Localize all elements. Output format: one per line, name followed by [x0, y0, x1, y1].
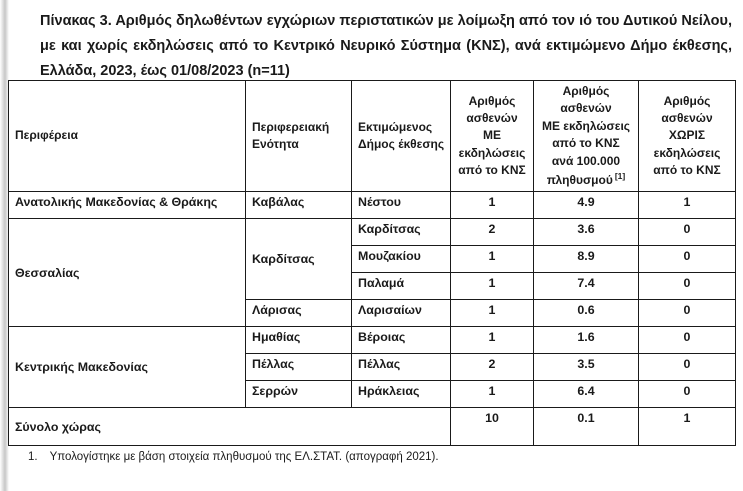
with-cns-cell: 1 — [450, 245, 534, 274]
with-cns-cell: 1 — [450, 326, 534, 355]
with-cns-cell: 1 — [450, 191, 534, 220]
municipality-cell: Παλαμά — [351, 272, 451, 301]
regional-unit-cell: Σερρών — [245, 380, 352, 409]
with-cns-cell: 1 — [450, 272, 534, 301]
with-cns-cell: 1 — [450, 380, 534, 409]
total-per-100k-cell: 0.1 — [533, 407, 639, 447]
without-cns-cell: 0 — [638, 218, 736, 247]
footnote-ref-superscript: [1] — [614, 170, 626, 181]
without-cns-cell: 0 — [638, 326, 736, 355]
col-header-municipality: Εκτιμώμενος Δήμος έκθεσης — [351, 79, 451, 193]
per-100k-cell: 4.9 — [533, 191, 639, 220]
header-row: Περιφέρεια Περιφερειακή Ενότητα Εκτιμώμε… — [8, 79, 736, 193]
regional-unit-cell: Πέλλας — [245, 353, 352, 382]
regional-unit-cell: Καβάλας — [245, 191, 352, 220]
per-100k-cell: 8.9 — [533, 245, 639, 274]
table-row: Λάρισας Λαρισαίων 1 0.6 0 — [9, 299, 736, 328]
municipality-cell: Λαρισαίων — [351, 299, 451, 328]
footnote-marker: 1. — [28, 451, 38, 463]
municipality-cell: Νέστου — [351, 191, 451, 220]
per-100k-cell: 0.6 — [533, 299, 639, 328]
municipality-cell: Καρδίτσας — [351, 218, 451, 247]
per-100k-header-text: Αριθμός ασθενών ΜΕ εκδηλώσεις από το ΚΝΣ… — [541, 84, 631, 187]
without-cns-cell: 0 — [638, 353, 736, 382]
table-row: Παλαμά 1 7.4 0 — [9, 272, 736, 301]
table-row: Πέλλας Πέλλας 2 3.5 0 — [9, 353, 736, 382]
municipality-cell: Βέροιας — [351, 326, 451, 355]
per-100k-cell: 7.4 — [533, 272, 639, 301]
col-header-with-cns-per-100k: Αριθμός ασθενών ΜΕ εκδηλώσεις από το ΚΝΣ… — [533, 79, 639, 193]
col-header-regional-unit: Περιφερειακή Ενότητα — [245, 79, 352, 193]
with-cns-cell: 2 — [450, 218, 534, 247]
table-row: Κεντρικής Μακεδονίας Ημαθίας Βέροιας 1 1… — [8, 326, 736, 409]
without-cns-cell: 0 — [638, 380, 736, 409]
table-row: Ανατολικής Μακεδονίας & Θράκης Καβάλας Ν… — [8, 191, 736, 220]
per-100k-cell: 1.6 — [533, 326, 639, 355]
total-with-cns-cell: 10 — [450, 407, 534, 447]
region-cell: Κεντρικής Μακεδονίας — [8, 326, 246, 409]
cases-table: Περιφέρεια Περιφερειακή Ενότητα Εκτιμώμε… — [8, 79, 736, 447]
with-cns-cell: 2 — [450, 353, 534, 382]
total-label-cell: Σύνολο χώρας — [8, 407, 451, 447]
col-header-without-cns: Αριθμός ασθενών ΧΩΡΙΣ εκδηλώσεις από το … — [638, 79, 736, 193]
region-cell: Ανατολικής Μακεδονίας & Θράκης — [8, 191, 246, 220]
per-100k-cell: 6.4 — [533, 380, 639, 409]
footnote: 1. Υπολογίστηκε με βάση στοιχεία πληθυσμο… — [28, 451, 728, 463]
total-without-cns-cell: 1 — [638, 407, 736, 447]
regional-unit-cell: Καρδίτσας — [245, 218, 352, 301]
table-row: Θεσσαλίας Καρδίτσας Καρδίτσας 2 3.6 0 — [8, 218, 736, 328]
per-100k-cell: 3.5 — [533, 353, 639, 382]
col-header-region: Περιφέρεια — [8, 79, 246, 193]
with-cns-cell: 1 — [450, 299, 534, 328]
municipality-cell: Πέλλας — [351, 353, 451, 382]
municipality-cell: Ηράκλειας — [351, 380, 451, 409]
table-caption: Πίνακας 3. Αριθμός δηλωθέντων εγχώριων π… — [40, 13, 732, 79]
footnote-text: Υπολογίστηκε με βάση στοιχεία πληθυσμού … — [49, 451, 439, 463]
per-100k-cell: 3.6 — [533, 218, 639, 247]
without-cns-cell: 1 — [638, 191, 736, 220]
regional-unit-cell: Ημαθίας — [245, 326, 352, 355]
table-row: Μουζακίου 1 8.9 0 — [9, 245, 736, 274]
without-cns-cell: 0 — [638, 272, 736, 301]
col-header-with-cns: Αριθμός ασθενών ΜΕ εκδηλώσεις από το ΚΝΣ — [450, 79, 534, 193]
without-cns-cell: 0 — [638, 245, 736, 274]
total-row: Σύνολο χώρας 10 0.1 1 — [8, 407, 736, 447]
municipality-cell: Μουζακίου — [351, 245, 451, 274]
region-cell: Θεσσαλίας — [8, 218, 246, 328]
without-cns-cell: 0 — [638, 299, 736, 328]
regional-unit-cell: Λάρισας — [245, 299, 352, 328]
